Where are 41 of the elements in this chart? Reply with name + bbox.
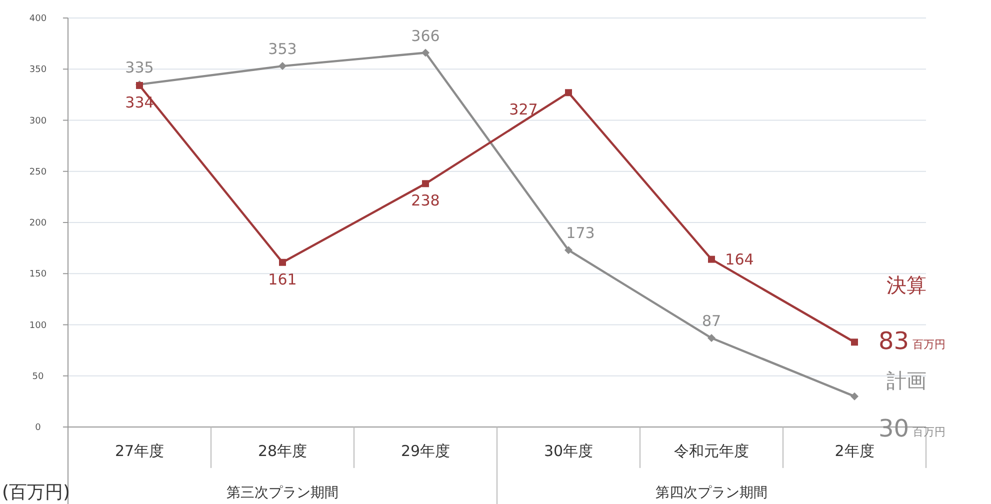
x-tick-label: 30年度 (544, 442, 594, 460)
data-label: 335 (125, 58, 154, 76)
y-tick-label: 250 (29, 167, 47, 178)
x-tick-label: 2年度 (834, 442, 874, 460)
y-tick-label: 300 (29, 116, 47, 126)
data-label: 83 (878, 327, 910, 356)
point (278, 62, 286, 70)
data-label: 238 (411, 192, 440, 210)
point (422, 48, 430, 57)
x-tick-label: 29年度 (400, 442, 450, 460)
point (708, 334, 716, 342)
x-tick-label: 28年度 (258, 442, 308, 460)
y-tick-label: 400 (29, 14, 47, 24)
point (422, 180, 429, 188)
x-tick-label: 令和元年度 (674, 442, 749, 460)
data-label: 87 (702, 312, 722, 330)
point (279, 258, 286, 266)
data-label: 353 (268, 40, 297, 58)
annotation: 百万円 (912, 338, 946, 352)
text: 第四次プラン期間 (656, 485, 768, 501)
y-tick-label: 50 (32, 372, 44, 382)
data-label: 173 (566, 224, 595, 242)
y-tick-label: 200 (29, 218, 47, 228)
point (851, 338, 858, 346)
y-tick-label: 350 (29, 65, 47, 76)
data-label: 164 (725, 250, 754, 268)
y-tick-label: 0 (35, 423, 42, 433)
point (564, 246, 572, 254)
point (565, 89, 572, 96)
x-tick-label: 27年度 (114, 442, 164, 460)
y-tick-label: 100 (29, 320, 47, 331)
data-label: 366 (411, 26, 440, 45)
data-label: 327 (509, 100, 538, 119)
text: 決算 (886, 273, 926, 298)
point (708, 256, 715, 263)
data-label: 161 (268, 270, 297, 288)
y-axis-title: (百万円) (2, 482, 70, 503)
point (850, 392, 858, 400)
series-label: 計画 (886, 368, 926, 392)
text: 第三次プラン期間 (226, 485, 338, 501)
y-tick-label: 150 (29, 270, 47, 280)
